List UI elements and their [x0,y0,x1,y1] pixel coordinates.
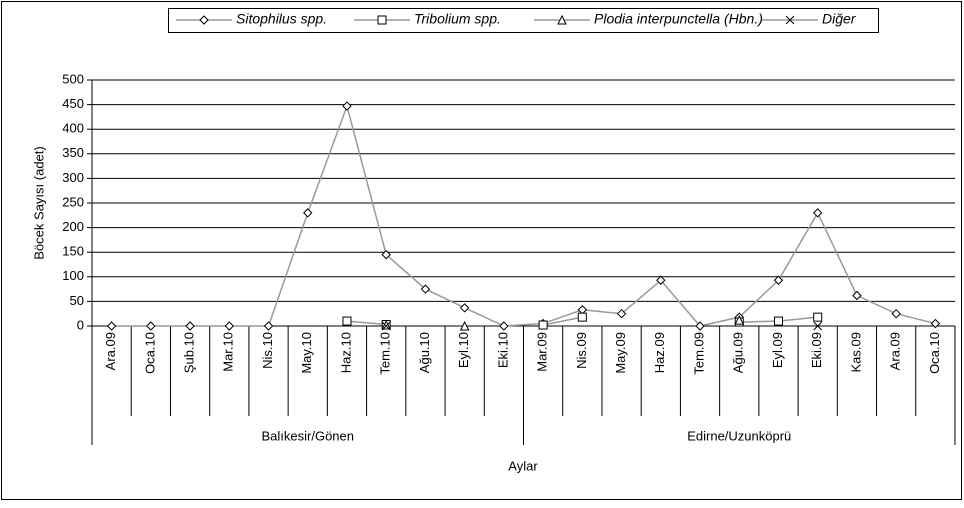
x-tick-label: Şub.10 [182,332,197,373]
x-tick-label: Tem.10 [378,332,393,375]
x-tick-label: May.10 [299,332,314,374]
x-tick-label: Tem.09 [691,332,706,375]
marker [616,308,627,319]
x-tick-label: Oca.10 [142,332,157,374]
marker [303,208,313,218]
x-tick-label: Haz.09 [652,332,667,373]
marker [377,15,387,25]
x-tick-label: Mar.09 [535,332,550,372]
x-tick-label: Ağu.09 [731,332,746,373]
marker [499,321,509,331]
marker [813,312,823,322]
y-axis-label: Böcek Sayısı (adet) [31,146,46,259]
marker [538,320,548,330]
marker [812,208,823,218]
y-tick-label: 300 [62,170,84,185]
y-tick-label: 250 [62,194,84,209]
legend-label: Diğer [822,11,857,27]
marker [773,316,783,326]
x-tick-label: Kas.09 [848,332,863,372]
marker [813,321,823,331]
y-tick-label: 500 [62,71,84,86]
legend-label: Plodia interpunctella (Hbn.) [594,11,763,27]
x-tick-label: Eyl.10 [456,332,471,368]
x-tick-label: Eki.10 [495,332,510,368]
marker [381,321,391,331]
y-tick-label: 150 [62,244,84,259]
x-tick-label: Ara.09 [888,332,903,370]
y-tick-label: 50 [70,293,84,308]
marker [557,14,567,25]
y-tick-label: 200 [62,219,84,234]
marker [199,15,209,25]
marker [459,320,470,331]
series-line [111,103,936,327]
y-tick-label: 350 [62,145,84,160]
marker [656,275,666,285]
y-tick-label: 0 [77,317,84,332]
marker [577,312,587,322]
x-tick-label: Eki.09 [809,332,824,368]
legend-box [168,8,879,33]
x-tick-label: Eyl.09 [770,332,785,368]
marker [342,101,352,111]
x-tick-label: Oca.10 [927,332,942,374]
y-tick-label: 450 [62,96,84,111]
marker [852,290,862,301]
y-tick-label: 100 [62,268,84,283]
marker [930,318,941,329]
group-label: Edirne/Uzunköprü [687,428,791,443]
y-tick-label: 400 [62,121,84,136]
x-tick-label: Haz.10 [338,332,353,373]
x-tick-label: Ara.09 [103,332,118,370]
marker [185,321,195,331]
marker [734,314,745,325]
marker [106,321,117,331]
marker [146,321,156,331]
x-tick-label: May.09 [613,332,628,374]
marker [224,321,235,331]
marker [695,321,705,331]
x-tick-label: Nis.09 [574,332,589,369]
series-line [542,316,583,326]
marker [381,319,392,330]
marker [773,275,784,285]
marker [459,303,470,313]
legend-label: Tribolium spp. [414,11,501,27]
x-axis-label: Aylar [508,458,538,473]
x-tick-label: Ağu.10 [417,332,432,373]
x-tick-label: Nis.10 [260,332,275,369]
marker [891,308,901,319]
marker [785,15,795,25]
series-line [346,320,387,326]
group-label: Balıkesir/Gönen [262,428,355,443]
x-tick-label: Mar.10 [221,332,236,372]
chart-border [1,1,962,500]
marker [381,249,391,260]
marker [420,284,431,294]
marker [342,316,352,326]
marker [263,321,274,331]
legend-label: Sitophilus spp. [236,11,327,27]
